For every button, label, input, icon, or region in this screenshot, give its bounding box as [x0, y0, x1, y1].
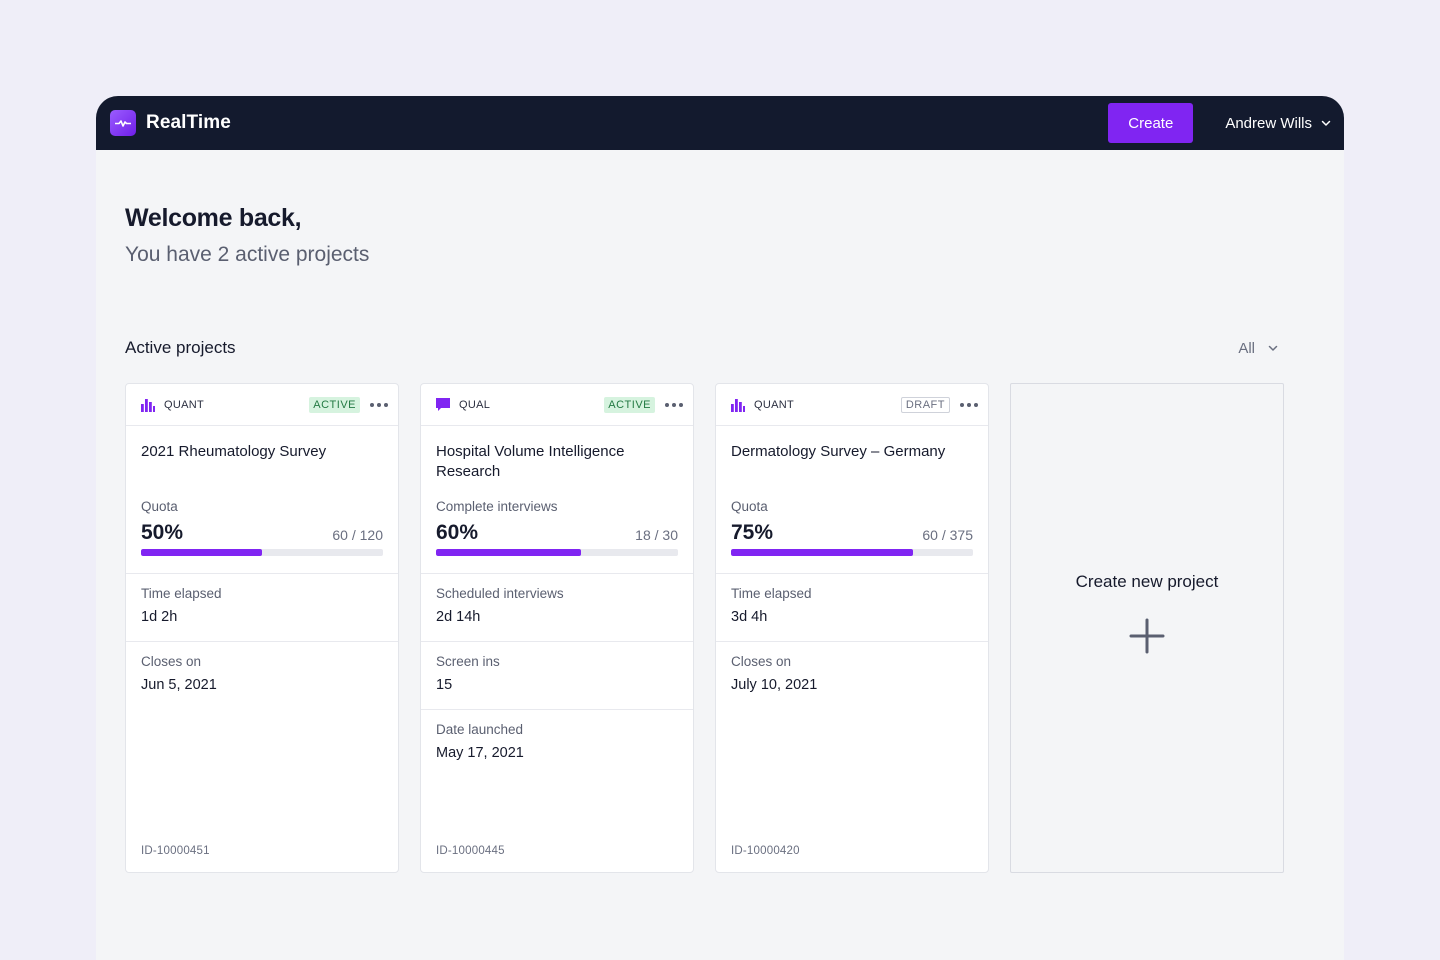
bar-chart-icon	[731, 398, 745, 412]
active-projects-summary: You have 2 active projects	[125, 243, 370, 266]
stat-screen-ins: Screen ins 15	[421, 641, 693, 709]
create-new-project-label: Create new project	[1075, 572, 1219, 591]
project-title[interactable]: Hospital Volume Intelligence Research	[436, 443, 625, 480]
stat-date-launched: Date launched May 17, 2021	[421, 709, 693, 777]
user-name: Andrew Wills	[1225, 114, 1312, 132]
metric-label: Complete interviews	[436, 499, 558, 514]
more-options-icon[interactable]	[960, 399, 978, 411]
progress-bar	[141, 549, 383, 556]
chat-bubble-icon	[436, 397, 450, 412]
stat-scheduled-interviews: Scheduled interviews 2d 14h	[421, 573, 693, 641]
progress-bar	[731, 549, 973, 556]
filter-value: All	[1238, 339, 1255, 357]
brand[interactable]: RealTime	[110, 110, 231, 136]
more-options-icon[interactable]	[370, 399, 388, 411]
metric-count: 18 / 30	[635, 527, 678, 543]
project-id: ID-10000445	[436, 845, 505, 857]
create-new-project-card[interactable]: Create new project	[1010, 383, 1284, 873]
pulse-logo-icon	[110, 110, 136, 136]
project-type: QUANT	[164, 398, 204, 411]
metric-label: Quota	[141, 499, 178, 514]
project-cards: QUANT ACTIVE 2021 Rheumatology Survey Qu…	[125, 383, 1284, 873]
metric-percent: 50%	[141, 521, 184, 544]
card-header: QUANT ACTIVE	[126, 384, 398, 426]
app-name: RealTime	[146, 112, 231, 133]
project-card[interactable]: QUAL ACTIVE Hospital Volume Intelligence…	[420, 383, 694, 873]
top-navigation-bar: RealTime Create Andrew Wills	[96, 96, 1344, 150]
more-options-icon[interactable]	[665, 399, 683, 411]
status-badge: DRAFT	[900, 396, 950, 413]
project-filter-dropdown[interactable]: All	[1238, 340, 1283, 357]
create-button[interactable]: Create	[1108, 103, 1194, 143]
welcome-title: Welcome back,	[125, 204, 302, 232]
project-type: QUANT	[754, 398, 794, 411]
metric-percent: 75%	[731, 521, 774, 544]
project-title[interactable]: 2021 Rheumatology Survey	[141, 443, 327, 460]
quota-metric: Quota 75% 60 / 375	[731, 499, 973, 556]
chevron-down-icon	[1321, 120, 1331, 126]
project-id: ID-10000451	[141, 845, 210, 857]
metric-count: 60 / 375	[922, 527, 973, 543]
project-card[interactable]: QUANT ACTIVE 2021 Rheumatology Survey Qu…	[125, 383, 399, 873]
welcome-section: Welcome back, You have 2 active projects	[125, 204, 369, 267]
plus-icon	[1129, 618, 1165, 654]
metric-count: 60 / 120	[332, 527, 383, 543]
app-window: RealTime Create Andrew Wills Welcome bac…	[96, 96, 1344, 960]
project-title[interactable]: Dermatology Survey – Germany	[731, 443, 946, 460]
project-type: QUAL	[459, 398, 491, 411]
interviews-metric: Complete interviews 60% 18 / 30	[436, 499, 678, 556]
card-header: QUAL ACTIVE	[421, 384, 693, 426]
card-header: QUANT DRAFT	[716, 384, 988, 426]
status-badge: ACTIVE	[309, 396, 360, 413]
progress-bar	[436, 549, 678, 556]
metric-label: Quota	[731, 499, 768, 514]
stat-time-elapsed: Time elapsed 3d 4h	[716, 573, 988, 641]
stat-time-elapsed: Time elapsed 1d 2h	[126, 573, 398, 641]
section-header: Active projects All	[125, 338, 1283, 358]
project-card[interactable]: QUANT DRAFT Dermatology Survey – Germany…	[715, 383, 989, 873]
status-badge: ACTIVE	[604, 396, 655, 413]
user-menu[interactable]: Andrew Wills	[1225, 115, 1332, 132]
stat-closes-on: Closes on July 10, 2021	[716, 641, 988, 709]
bar-chart-icon	[141, 398, 155, 412]
chevron-down-icon	[1268, 345, 1278, 351]
quota-metric: Quota 50% 60 / 120	[141, 499, 383, 556]
metric-percent: 60%	[436, 521, 479, 544]
project-id: ID-10000420	[731, 845, 800, 857]
section-title: Active projects	[125, 338, 236, 357]
stat-closes-on: Closes on Jun 5, 2021	[126, 641, 398, 709]
